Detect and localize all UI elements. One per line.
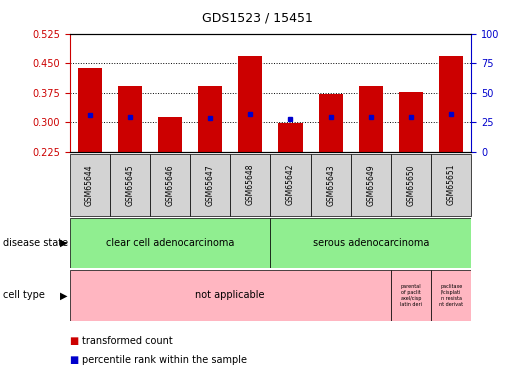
Text: parental
of paclit
axel/cisp
latin deri: parental of paclit axel/cisp latin deri xyxy=(400,284,422,306)
Text: cell type: cell type xyxy=(3,290,44,300)
Text: GSM65650: GSM65650 xyxy=(406,164,416,206)
Bar xyxy=(399,92,423,152)
Bar xyxy=(110,154,150,216)
Bar xyxy=(78,68,101,152)
Bar xyxy=(70,154,110,216)
Text: GSM65644: GSM65644 xyxy=(85,164,94,206)
Bar xyxy=(70,270,391,321)
Text: GSM65649: GSM65649 xyxy=(366,164,375,206)
Bar xyxy=(391,154,431,216)
Bar xyxy=(351,154,391,216)
Bar xyxy=(319,94,342,152)
Text: GSM65643: GSM65643 xyxy=(326,164,335,206)
Text: disease state: disease state xyxy=(3,238,67,248)
Bar xyxy=(270,217,471,268)
Bar xyxy=(150,154,190,216)
Text: GSM65645: GSM65645 xyxy=(125,164,134,206)
Text: GDS1523 / 15451: GDS1523 / 15451 xyxy=(202,11,313,24)
Text: GSM65651: GSM65651 xyxy=(447,164,456,206)
Bar xyxy=(279,123,302,152)
Bar xyxy=(118,86,142,152)
Bar xyxy=(190,154,230,216)
Text: GSM65646: GSM65646 xyxy=(165,164,175,206)
Text: GSM65642: GSM65642 xyxy=(286,164,295,206)
Bar xyxy=(198,86,222,152)
Text: clear cell adenocarcinoma: clear cell adenocarcinoma xyxy=(106,238,234,248)
Text: serous adenocarcinoma: serous adenocarcinoma xyxy=(313,238,429,248)
Text: ■: ■ xyxy=(70,355,79,365)
Bar xyxy=(311,154,351,216)
Text: GSM65648: GSM65648 xyxy=(246,164,255,206)
Bar xyxy=(431,270,471,321)
Text: percentile rank within the sample: percentile rank within the sample xyxy=(82,355,247,365)
Text: ▶: ▶ xyxy=(60,238,68,248)
Text: paclitaxe
l/cisplati
n resista
nt derivat: paclitaxe l/cisplati n resista nt deriva… xyxy=(439,284,463,306)
Bar xyxy=(238,56,262,152)
Text: transformed count: transformed count xyxy=(82,336,173,346)
Text: GSM65647: GSM65647 xyxy=(205,164,215,206)
Bar xyxy=(230,154,270,216)
Text: ▶: ▶ xyxy=(60,290,68,300)
Bar xyxy=(391,270,431,321)
Bar xyxy=(158,117,182,152)
Text: not applicable: not applicable xyxy=(196,290,265,300)
Text: ■: ■ xyxy=(70,336,79,346)
Bar xyxy=(70,217,270,268)
Bar xyxy=(359,86,383,152)
Bar xyxy=(439,56,463,152)
Bar xyxy=(431,154,471,216)
Bar xyxy=(270,154,311,216)
